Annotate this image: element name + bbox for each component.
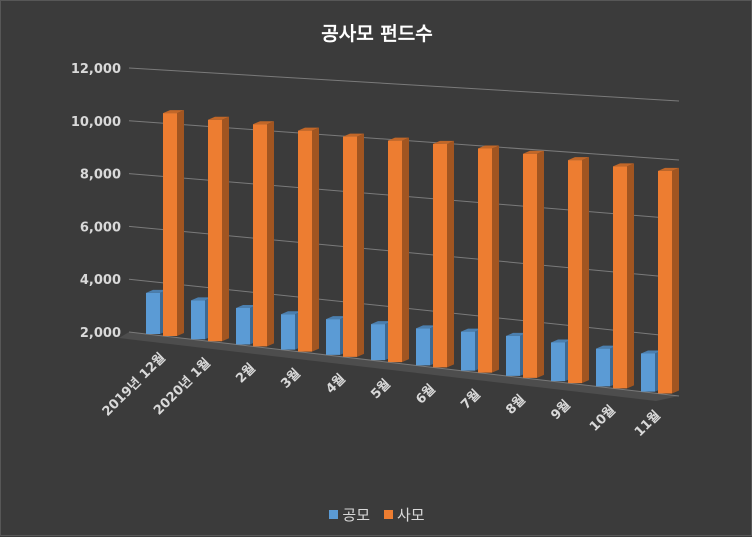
- y-tick-label: 10,000: [71, 115, 121, 130]
- x-tick-label: 11월: [631, 407, 664, 440]
- y-tick-label: 6,000: [80, 220, 121, 235]
- bar-samo: [478, 145, 499, 373]
- legend-swatch-gongmo: [329, 510, 339, 519]
- bar-gongmo: [641, 350, 662, 392]
- x-tick-label: 9월: [548, 397, 574, 423]
- bar-samo: [163, 110, 184, 336]
- legend-swatch-samo: [384, 510, 393, 519]
- y-tick-label: 12,000: [71, 62, 121, 77]
- x-tick-label: 7월: [458, 386, 484, 412]
- x-tick-label: 4월: [323, 371, 349, 397]
- gridline: [128, 331, 680, 397]
- bar-samo: [568, 157, 589, 384]
- bar-samo: [208, 116, 229, 342]
- x-tick-label: 10월: [586, 402, 619, 435]
- gridline: [128, 67, 680, 102]
- bar-samo: [298, 127, 319, 352]
- bar-samo: [343, 133, 364, 357]
- x-tick-label: 6월: [413, 381, 439, 407]
- chart-floor: [119, 332, 679, 401]
- legend-item-samo: 사모: [384, 504, 425, 525]
- legend: 공모 사모: [1, 504, 752, 525]
- legend-item-gongmo: 공모: [329, 504, 370, 525]
- x-tick-label: 2월: [233, 360, 259, 386]
- x-tick-label: 5월: [368, 376, 394, 402]
- legend-label-samo: 사모: [397, 506, 425, 524]
- y-tick-label: 4,000: [80, 273, 121, 288]
- y-tick-label: 8,000: [80, 168, 121, 183]
- bar-samo: [523, 150, 544, 378]
- bar-samo: [613, 163, 634, 389]
- bar-samo: [388, 137, 409, 363]
- bar-samo: [433, 140, 454, 368]
- chart-title: 공사모 펀드수: [321, 23, 433, 45]
- legend-label-gongmo: 공모: [342, 506, 370, 524]
- x-tick-label: 8월: [503, 392, 529, 418]
- y-tick-label: 2,000: [80, 326, 121, 341]
- bar-samo: [253, 121, 274, 347]
- x-tick-label: 3월: [278, 366, 304, 392]
- bar-samo: [658, 167, 679, 394]
